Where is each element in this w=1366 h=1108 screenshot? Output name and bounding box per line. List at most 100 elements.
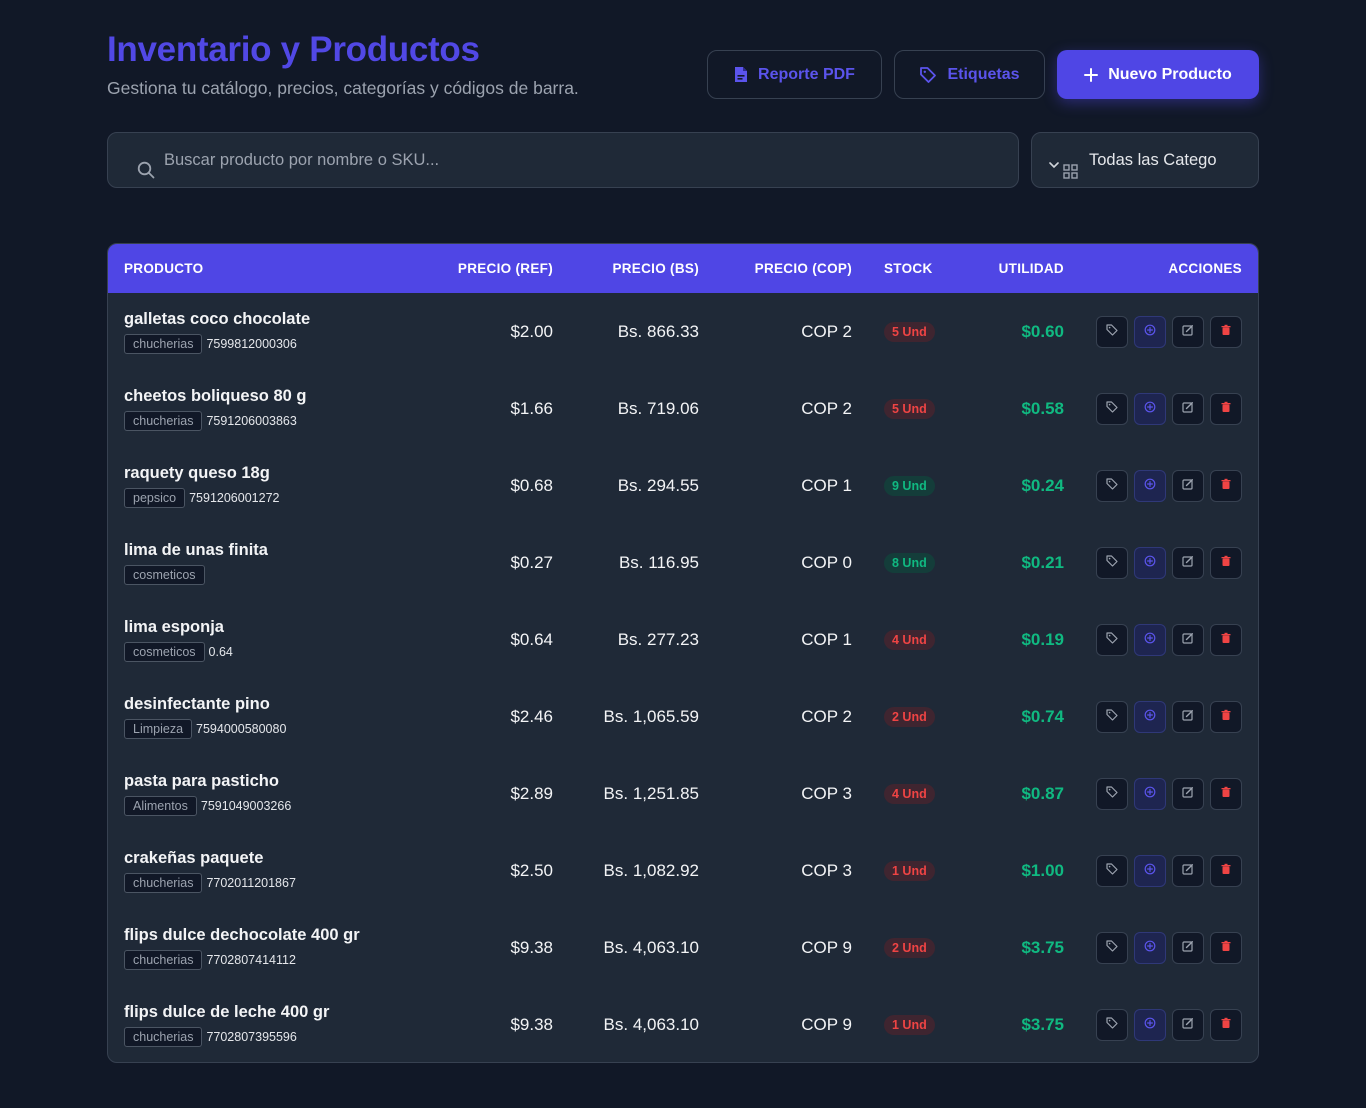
row-actions: [1096, 855, 1242, 887]
product-sku: 7702807414112: [206, 953, 296, 967]
print-label-button[interactable]: [1096, 316, 1128, 348]
adjust-stock-button[interactable]: [1134, 1009, 1166, 1041]
adjust-stock-button[interactable]: [1134, 701, 1166, 733]
print-label-button[interactable]: [1096, 393, 1128, 425]
trash-icon: [1220, 708, 1232, 726]
delete-button[interactable]: [1210, 393, 1242, 425]
edit-icon: [1182, 785, 1194, 803]
tag-icon: [1106, 631, 1118, 649]
plus-circle-icon: [1144, 477, 1156, 495]
edit-icon: [1182, 554, 1194, 572]
page-title: Inventario y Productos: [107, 30, 480, 69]
labels-button[interactable]: Etiquetas: [894, 50, 1045, 99]
column-product: PRODUCTO: [124, 261, 204, 276]
plus-circle-icon: [1144, 631, 1156, 649]
table-row: cheetos boliqueso 80 g chucherias 759120…: [108, 370, 1258, 447]
print-label-button[interactable]: [1096, 624, 1128, 656]
product-meta: Limpieza 7594000580080: [124, 719, 286, 739]
adjust-stock-button[interactable]: [1134, 470, 1166, 502]
product-name: cheetos boliqueso 80 g: [124, 387, 307, 405]
category-badge: Limpieza: [124, 719, 193, 739]
price-ref: $0.68: [510, 476, 553, 495]
edit-button[interactable]: [1172, 624, 1204, 656]
category-select[interactable]: Todas las Catego: [1031, 132, 1259, 188]
product-meta: chucherias 7702011201867: [124, 873, 296, 893]
stock-badge: 1 Und: [884, 861, 935, 881]
plus-circle-icon: [1144, 554, 1156, 572]
edit-icon: [1182, 477, 1194, 495]
adjust-stock-button[interactable]: [1134, 316, 1166, 348]
grid-icon: [1063, 164, 1078, 184]
search-input[interactable]: [164, 133, 1004, 187]
edit-button[interactable]: [1172, 1009, 1204, 1041]
print-label-button[interactable]: [1096, 855, 1128, 887]
edit-icon: [1182, 323, 1194, 341]
tag-icon: [1106, 939, 1118, 957]
tag-icon: [1106, 323, 1118, 341]
category-select-value: Todas las Catego: [1089, 151, 1217, 169]
delete-button[interactable]: [1210, 778, 1242, 810]
filters-bar: Todas las Catego: [107, 132, 1259, 188]
plus-icon: [1084, 67, 1099, 82]
edit-button[interactable]: [1172, 547, 1204, 579]
print-label-button[interactable]: [1096, 470, 1128, 502]
delete-button[interactable]: [1210, 855, 1242, 887]
row-actions: [1096, 701, 1242, 733]
table-row: pasta para pasticho Alimentos 7591049003…: [108, 755, 1258, 832]
pdf-report-button[interactable]: Reporte PDF: [707, 50, 882, 99]
delete-button[interactable]: [1210, 470, 1242, 502]
edit-button[interactable]: [1172, 393, 1204, 425]
plus-circle-icon: [1144, 400, 1156, 418]
edit-button[interactable]: [1172, 855, 1204, 887]
price-cop: COP 3: [801, 784, 852, 803]
adjust-stock-button[interactable]: [1134, 624, 1166, 656]
price-ref: $9.38: [510, 1015, 553, 1034]
product-name: pasta para pasticho: [124, 772, 279, 790]
new-product-button[interactable]: Nuevo Producto: [1057, 50, 1259, 99]
delete-button[interactable]: [1210, 932, 1242, 964]
edit-button[interactable]: [1172, 316, 1204, 348]
tag-icon: [1106, 708, 1118, 726]
price-ref: $0.27: [510, 553, 553, 572]
plus-circle-icon: [1144, 939, 1156, 957]
stock-badge: 9 Und: [884, 476, 935, 496]
product-name: desinfectante pino: [124, 695, 270, 713]
delete-button[interactable]: [1210, 547, 1242, 579]
delete-button[interactable]: [1210, 316, 1242, 348]
price-cop: COP 1: [801, 476, 852, 495]
adjust-stock-button[interactable]: [1134, 855, 1166, 887]
print-label-button[interactable]: [1096, 701, 1128, 733]
print-label-button[interactable]: [1096, 778, 1128, 810]
row-actions: [1096, 624, 1242, 656]
adjust-stock-button[interactable]: [1134, 393, 1166, 425]
price-cop: COP 2: [801, 399, 852, 418]
category-badge: chucherias: [124, 873, 203, 893]
utility-value: $1.00: [1021, 861, 1064, 880]
column-price-cop: PRECIO (COP): [754, 261, 852, 276]
product-name: crakeñas paquete: [124, 849, 264, 867]
row-actions: [1096, 547, 1242, 579]
print-label-button[interactable]: [1096, 547, 1128, 579]
price-ref: $0.64: [510, 630, 553, 649]
adjust-stock-button[interactable]: [1134, 932, 1166, 964]
edit-icon: [1182, 862, 1194, 880]
plus-circle-icon: [1144, 323, 1156, 341]
utility-value: $0.21: [1021, 553, 1064, 572]
product-name: lima esponja: [124, 618, 224, 636]
edit-button[interactable]: [1172, 778, 1204, 810]
price-bs: Bs. 866.33: [617, 322, 699, 341]
adjust-stock-button[interactable]: [1134, 778, 1166, 810]
delete-button[interactable]: [1210, 1009, 1242, 1041]
delete-button[interactable]: [1210, 624, 1242, 656]
edit-icon: [1182, 708, 1194, 726]
price-bs: Bs. 719.06: [617, 399, 699, 418]
edit-button[interactable]: [1172, 701, 1204, 733]
delete-button[interactable]: [1210, 701, 1242, 733]
print-label-button[interactable]: [1096, 932, 1128, 964]
edit-button[interactable]: [1172, 932, 1204, 964]
column-price-ref: PRECIO (REF): [457, 261, 553, 276]
stock-badge: 5 Und: [884, 399, 935, 419]
edit-button[interactable]: [1172, 470, 1204, 502]
adjust-stock-button[interactable]: [1134, 547, 1166, 579]
print-label-button[interactable]: [1096, 1009, 1128, 1041]
